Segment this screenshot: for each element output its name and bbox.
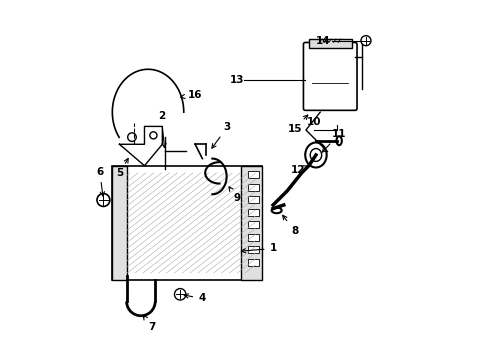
Bar: [241, 166, 262, 280]
Text: 5: 5: [116, 158, 128, 179]
Text: 1: 1: [241, 243, 276, 253]
Text: 10: 10: [306, 117, 321, 127]
Text: 16: 16: [180, 90, 202, 100]
Text: 14: 14: [315, 36, 329, 46]
Text: 12: 12: [290, 165, 307, 175]
Text: 8: 8: [282, 215, 298, 235]
Text: 11: 11: [322, 129, 346, 152]
Bar: [247, 221, 258, 228]
Text: 7: 7: [143, 315, 155, 332]
Bar: [112, 166, 262, 280]
Bar: [247, 208, 258, 216]
FancyBboxPatch shape: [303, 42, 356, 111]
Bar: [247, 258, 258, 266]
Bar: [308, 39, 351, 48]
Text: 15: 15: [287, 115, 307, 134]
Bar: [247, 171, 258, 178]
Bar: [247, 234, 258, 241]
Bar: [247, 196, 258, 203]
Text: 9: 9: [228, 187, 241, 203]
Text: 13: 13: [229, 75, 244, 85]
Text: 2: 2: [157, 111, 166, 147]
Text: 6: 6: [96, 167, 104, 196]
Bar: [247, 246, 258, 253]
Text: 3: 3: [211, 122, 230, 148]
Text: 4: 4: [184, 293, 205, 303]
Bar: [247, 184, 258, 191]
Bar: [112, 166, 126, 280]
